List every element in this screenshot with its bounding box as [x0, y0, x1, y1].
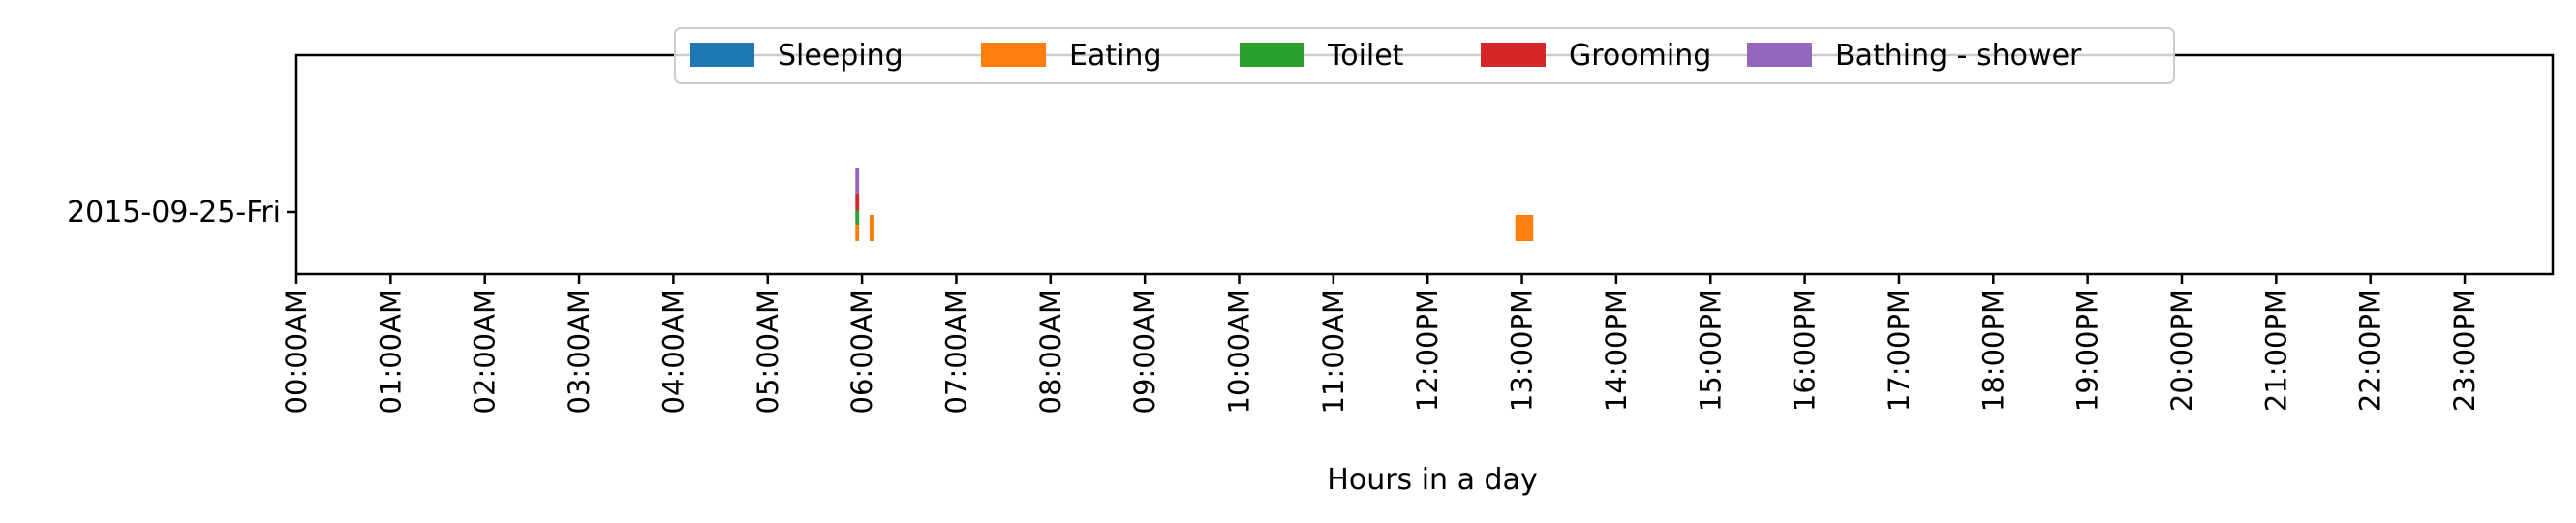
legend-swatch — [1747, 43, 1812, 67]
x-tick-label: 04:00AM — [657, 290, 690, 414]
x-tick-label: 21:00PM — [2259, 290, 2292, 412]
legend-box — [674, 27, 2175, 84]
bar-eating — [855, 225, 860, 241]
y-axis: 2015-09-25-Fri — [67, 196, 296, 230]
x-tick-label: 01:00AM — [374, 290, 407, 414]
x-tick-label: 14:00PM — [1600, 290, 1633, 412]
bar-eating — [869, 215, 874, 241]
legend-swatch — [1481, 43, 1546, 67]
legend: Sleeping Eating Toilet Grooming Bathing - sh… — [674, 27, 2175, 84]
x-tick-label: 09:00AM — [1128, 290, 1161, 414]
legend-item-sleeping: Sleeping — [690, 39, 904, 73]
bar-grooming — [855, 194, 860, 210]
legend-swatch — [1240, 43, 1304, 67]
x-axis: 00:00AM 01:00AM 02:00AM 03:00AM 04:00AM 05:00… — [280, 274, 2481, 414]
x-tick-label: 05:00AM — [751, 290, 784, 414]
x-tick-label: 17:00PM — [1883, 290, 1916, 412]
x-tick-label: 12:00PM — [1411, 290, 1444, 412]
legend-label: Toilet — [1327, 39, 1404, 73]
x-tick-label: 13:00PM — [1506, 290, 1539, 412]
x-tick-label: 20:00PM — [2165, 290, 2198, 412]
x-tick-label: 06:00AM — [845, 290, 878, 414]
legend-label: Grooming — [1569, 39, 1711, 73]
x-tick-label: 16:00PM — [1789, 290, 1822, 412]
x-tick-label: 07:00AM — [939, 290, 972, 414]
x-tick-label: 15:00PM — [1694, 290, 1727, 412]
x-tick-label: 08:00AM — [1034, 290, 1067, 414]
x-tick-label: 22:00PM — [2354, 290, 2387, 412]
x-axis-label: Hours in a day — [1327, 463, 1537, 497]
x-tick-label: 02:00AM — [469, 290, 502, 414]
x-tick-label: 03:00AM — [563, 290, 596, 414]
legend-label: Sleeping — [778, 39, 904, 73]
x-tick-label: 19:00PM — [2071, 290, 2104, 412]
x-tick-label: 23:00PM — [2448, 290, 2481, 412]
legend-swatch — [981, 43, 1046, 67]
legend-swatch — [690, 43, 754, 67]
legend-item-bathing-shower: Bathing - shower — [1747, 39, 2082, 73]
legend-item-toilet: Toilet — [1240, 39, 1404, 73]
x-tick-label: 00:00AM — [280, 290, 313, 414]
bar-bathing-shower — [855, 168, 860, 194]
bar-toilet — [855, 210, 860, 225]
bar-eating — [1515, 215, 1534, 241]
legend-label: Bathing - shower — [1835, 39, 2082, 73]
x-tick-label: 18:00PM — [1977, 290, 2009, 412]
legend-item-grooming: Grooming — [1481, 39, 1711, 73]
bars-layer — [855, 168, 1534, 241]
y-tick-label: 2015-09-25-Fri — [67, 196, 281, 230]
legend-item-eating: Eating — [981, 39, 1162, 73]
x-tick-label: 11:00AM — [1317, 290, 1350, 414]
legend-label: Eating — [1069, 39, 1162, 73]
x-tick-label: 10:00AM — [1223, 290, 1256, 414]
